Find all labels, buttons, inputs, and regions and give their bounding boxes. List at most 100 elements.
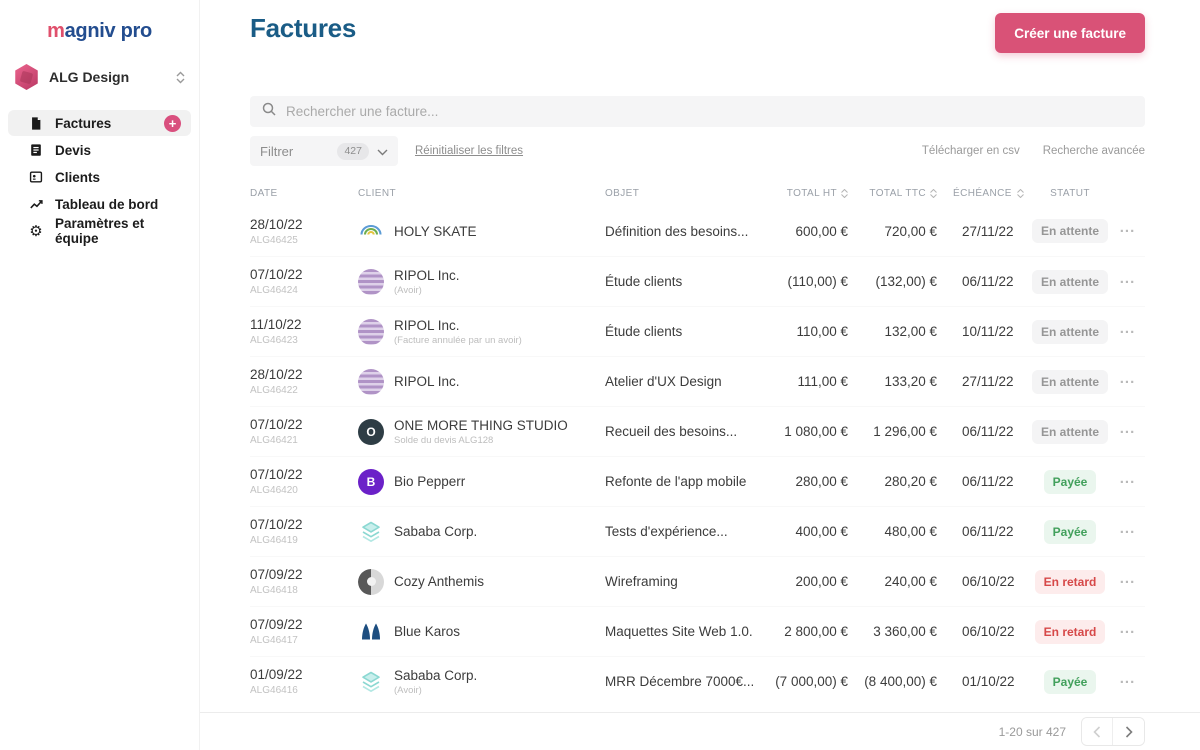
invoice-id: ALG46421 — [250, 435, 298, 446]
column-header-total-ttc[interactable]: TOTAL TTC — [848, 188, 937, 199]
next-page-button[interactable] — [1113, 718, 1144, 745]
table-row[interactable]: 07/09/22 ALG46417 Blue Karos Maquettes S… — [250, 606, 1145, 656]
table-row[interactable]: 28/10/22 ALG46425 HOLY SKATE Définition … — [250, 206, 1145, 256]
table-row[interactable]: 07/09/22 ALG46418 Cozy Anthemis Wirefram… — [250, 556, 1145, 606]
due-date: 06/11/22 — [962, 274, 1014, 289]
client-name: Blue Karos — [394, 624, 461, 639]
invoice-id: ALG46423 — [250, 335, 298, 346]
client-note: (Avoir) — [394, 684, 422, 696]
sidebar-item-settings[interactable]: ⚙ Paramètres et équipe — [8, 216, 191, 246]
invoice-date-cell: 07/09/22 ALG46417 — [250, 617, 358, 646]
client-avatar — [358, 368, 384, 395]
invoice-object: Wireframing — [605, 574, 678, 589]
table-row[interactable]: 07/10/22 ALG46421 O ONE MORE THING STUDI… — [250, 406, 1145, 456]
advanced-search-link[interactable]: Recherche avancée — [1042, 145, 1145, 157]
status-badge: Payée — [1043, 669, 1097, 694]
sidebar-item-label: Clients — [55, 169, 101, 185]
sidebar-item-label: Tableau de bord — [55, 196, 159, 212]
invoice-id: ALG46425 — [250, 234, 298, 246]
row-menu-icon[interactable]: ... — [1119, 319, 1136, 337]
total-ht: (110,00) € — [787, 274, 848, 289]
client-name: RIPOL Inc. — [394, 317, 460, 333]
client-name: HOLY SKATE — [394, 223, 477, 239]
invoice-date: 28/10/22 — [250, 367, 303, 382]
sidebar-item-clients[interactable]: Clients — [8, 164, 191, 190]
table-row[interactable]: 07/10/22 ALG46420 B Bio Pepperr Refonte … — [250, 456, 1145, 506]
row-menu-icon[interactable]: ... — [1119, 369, 1136, 387]
due-date: 06/10/22 — [962, 574, 1015, 589]
download-csv-link[interactable]: Télécharger en csv — [921, 145, 1020, 157]
reset-filters-link[interactable]: Réinitialiser les filtres — [415, 145, 524, 157]
create-invoice-button[interactable]: Créer une facture — [995, 13, 1145, 53]
column-header-echeance[interactable]: ÉCHÉANCE — [937, 188, 1030, 199]
table-row[interactable]: 07/10/22 ALG46424 RIPOL Inc. (Avoir) Étu… — [250, 256, 1145, 306]
table-row[interactable]: 07/10/22 ALG46419 Sababa Corp. Tests d'e… — [250, 506, 1145, 556]
sidebar-item-dashboard[interactable]: Tableau de bord — [8, 191, 191, 217]
toolbar: Filtrer 427 Réinitialiser les filtres Té… — [250, 136, 1145, 166]
row-menu-icon[interactable]: ... — [1119, 569, 1136, 587]
client-avatar — [358, 318, 384, 345]
due-date: 10/11/22 — [962, 324, 1014, 339]
invoice-date: 07/09/22 — [250, 617, 303, 632]
row-menu-icon[interactable]: ... — [1119, 519, 1136, 537]
gear-icon: ⚙ — [29, 221, 43, 240]
workspace-selector[interactable]: ALG Design — [14, 64, 185, 90]
status-badge: En retard — [1034, 569, 1106, 594]
table-row[interactable]: 01/09/22 ALG46416 Sababa Corp. (Avoir) M… — [250, 656, 1145, 706]
total-ttc: 240,00 € — [884, 574, 937, 589]
total-ttc: 480,00 € — [884, 524, 937, 539]
invoice-date: 07/10/22 — [250, 517, 303, 532]
chevron-updown-icon — [176, 71, 185, 84]
row-menu-icon[interactable]: ... — [1119, 269, 1136, 287]
row-menu-icon[interactable]: ... — [1119, 619, 1136, 637]
invoice-id: ALG46418 — [250, 585, 298, 596]
status-badge: En retard — [1034, 619, 1106, 644]
add-invoice-icon[interactable]: + — [164, 114, 181, 132]
table-header: DATE CLIENT OBJET TOTAL HT TOTAL TTC ÉCH… — [250, 180, 1145, 206]
column-header-total-ht[interactable]: TOTAL HT — [768, 188, 848, 199]
sidebar: magniv pro ALG Design Factures + Devis — [0, 0, 200, 750]
filter-dropdown[interactable]: Filtrer 427 — [250, 136, 398, 166]
invoice-date-cell: 07/10/22 ALG46424 — [250, 267, 358, 296]
search-icon — [262, 102, 276, 121]
table-row[interactable]: 28/10/22 ALG46422 RIPOL Inc. Atelier d'U… — [250, 356, 1145, 406]
invoice-date: 01/09/22 — [250, 667, 303, 682]
sidebar-item-label: Factures — [55, 115, 112, 131]
invoice-object: Étude clients — [605, 324, 683, 339]
row-menu-icon[interactable]: ... — [1119, 469, 1136, 487]
invoice-id: ALG46422 — [250, 385, 298, 396]
sort-icon[interactable] — [930, 188, 937, 198]
sidebar-item-factures[interactable]: Factures + — [8, 110, 191, 136]
total-ht: 600,00 € — [795, 223, 848, 239]
invoice-date: 11/10/22 — [250, 317, 302, 332]
column-header-statut: STATUT — [1050, 187, 1090, 199]
row-menu-icon[interactable]: ... — [1119, 669, 1136, 687]
sort-icon[interactable] — [841, 188, 848, 198]
row-menu-icon[interactable]: ... — [1119, 219, 1136, 236]
sidebar-item-devis[interactable]: Devis — [8, 137, 191, 163]
client-cell: RIPOL Inc. (Facture annulée par un avoir… — [358, 318, 605, 346]
sort-icon[interactable] — [1017, 188, 1024, 198]
app-logo: magniv pro — [0, 0, 199, 43]
invoice-date: 07/10/22 — [250, 417, 303, 432]
previous-page-button[interactable] — [1082, 718, 1113, 745]
status-badge: En attente — [1031, 419, 1108, 444]
total-ttc: 1 296,00 € — [873, 424, 937, 439]
client-note: (Avoir) — [394, 284, 422, 296]
client-cell: Blue Karos — [358, 619, 605, 645]
table-row[interactable]: 11/10/22 ALG46423 RIPOL Inc. (Facture an… — [250, 306, 1145, 356]
total-ht: 400,00 € — [795, 524, 848, 539]
logo-text-part2: agniv pro — [64, 20, 153, 42]
invoice-id: ALG46417 — [250, 635, 298, 646]
workspace-name: ALG Design — [49, 69, 130, 85]
invoice-object: Refonte de l'app mobile — [605, 474, 747, 489]
total-ttc: 3 360,00 € — [873, 624, 937, 639]
client-name: RIPOL Inc. — [394, 267, 460, 283]
invoice-id: ALG46420 — [250, 485, 298, 496]
row-menu-icon[interactable]: ... — [1119, 419, 1136, 437]
client-cell: Sababa Corp. (Avoir) — [358, 668, 605, 696]
client-cell: Cozy Anthemis — [358, 568, 605, 595]
search-input[interactable] — [286, 104, 1133, 119]
column-header-client: CLIENT — [358, 187, 396, 199]
quote-icon — [28, 142, 44, 158]
